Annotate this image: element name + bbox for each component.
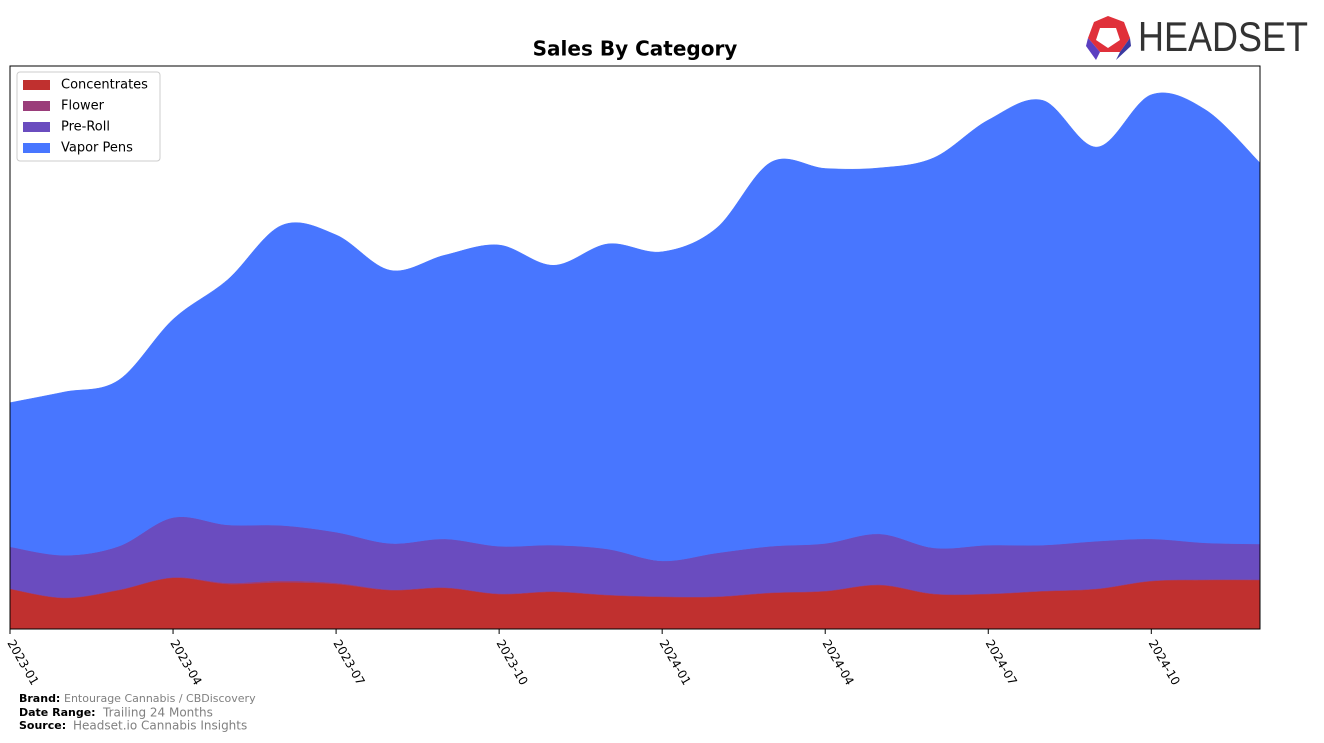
x-tick-label: 2023-07 xyxy=(330,637,367,687)
legend-swatch xyxy=(23,101,50,111)
logo: HEADSET xyxy=(1086,13,1308,60)
area xyxy=(9,92,1261,562)
footer-value: Entourage Cannabis / CBDiscovery xyxy=(64,692,256,705)
legend-box xyxy=(16,71,161,162)
x-tick-label: 2023-01 xyxy=(4,637,41,687)
chart-title: Sales By Category xyxy=(533,37,738,61)
legend: Concentrates Flower Pre-Roll Vapor Pens xyxy=(16,71,161,162)
footer-label: Source: xyxy=(19,719,66,732)
x-tick-label: 2024-07 xyxy=(983,637,1020,687)
footer-label: Brand: xyxy=(19,692,60,705)
plot-frame xyxy=(9,65,1261,630)
x-tick-label: 2024-04 xyxy=(820,637,857,687)
legend-swatch xyxy=(23,80,50,90)
footer-value: Headset.io Cannabis Insights xyxy=(73,719,247,733)
logo-mark xyxy=(1116,38,1131,60)
x-tick-label: 2023-10 xyxy=(494,637,531,687)
legend-label: Flower xyxy=(61,99,105,114)
legend-swatch xyxy=(23,122,50,132)
legend-label: Vapor Pens xyxy=(61,141,133,156)
footer-label: Date Range: xyxy=(19,706,96,719)
logo-mark xyxy=(1086,38,1100,60)
x-tick-label: 2023-04 xyxy=(167,637,204,687)
x-tick-label: 2024-10 xyxy=(1146,637,1183,687)
logo-hole xyxy=(1096,28,1120,48)
logo-text: HEADSET xyxy=(1138,13,1308,60)
legend-label: Pre-Roll xyxy=(61,120,110,135)
legend-swatch xyxy=(23,143,50,153)
footer-value: Trailing 24 Months xyxy=(102,706,213,720)
legend-label: Concentrates xyxy=(61,78,148,93)
x-tick-label: 2024-01 xyxy=(657,637,694,687)
